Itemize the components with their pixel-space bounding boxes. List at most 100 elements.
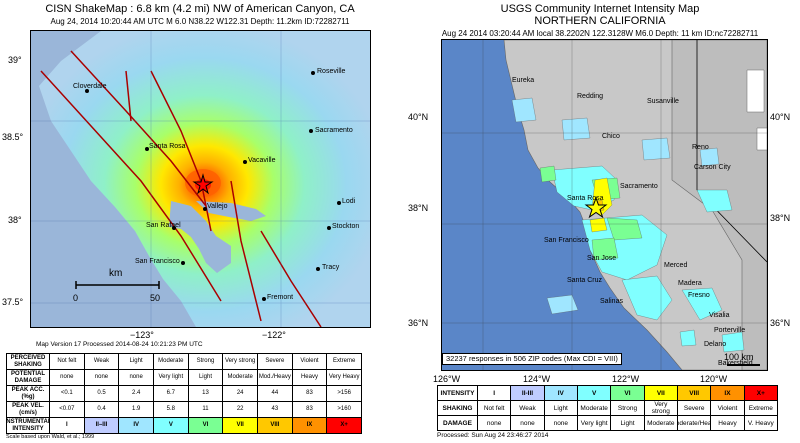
shakemap-map[interactable]: Cloverdale Roseville Sacramento Santa Ro… — [30, 30, 371, 328]
shakemap-legend-intensity-cell: I — [50, 418, 85, 434]
dyfi-legend-damage-cell: none — [511, 416, 545, 431]
shakemap-legend-peak-vel-cell: 1.9 — [119, 402, 154, 418]
dyfi-legend-damage-cell: V. Heavy — [744, 416, 778, 431]
shakemap-legend-shaking-cell: Severe — [258, 354, 293, 370]
dyfi-processed-note: Processed: Sun Aug 24 23:46:27 2014 — [437, 432, 549, 439]
dyfi-legend-shaking-cell: Violent — [711, 401, 745, 416]
shakemap-lat-38-5: 38.5° — [2, 132, 24, 142]
shakemap-legend-peak-acc-cell: >156 — [327, 386, 362, 402]
dyfi-legend-damage-cell: Moderate/Heavy — [678, 416, 712, 431]
dyfi-map[interactable]: Eureka Redding Susanville Chico Reno Car… — [441, 39, 768, 371]
dyfi-legend-intensity-cell: V — [578, 386, 612, 401]
city-san-francisco: San Francisco — [135, 258, 180, 265]
city-cloverdale: Cloverdale — [73, 83, 107, 90]
shakemap-legend-damage-cell: none — [84, 370, 120, 386]
dyfi-legend-damage-cell: none — [544, 416, 578, 431]
shakemap-legend-peak-acc-cell: 13 — [188, 386, 224, 402]
shakemap-legend-peak-acc-cell: 83 — [292, 386, 328, 402]
dyfi-title-line1: USGS Community Internet Intensity Map — [500, 3, 700, 15]
dyfi-legend-intensity-cell: II-III — [511, 386, 545, 401]
dyfi-city-susanville: Susanville — [647, 98, 679, 105]
shakemap-legend-shaking-cell: Light — [119, 354, 154, 370]
dyfi-lon-122: 122°W — [612, 374, 640, 384]
shakemap-legend-damage-cell: Very light — [154, 370, 189, 386]
shakemap-legend-intensity-cell: V — [154, 418, 189, 434]
shakemap-legend-peak-vel-cell: 5.8 — [154, 402, 189, 418]
dyfi-lat-left-40: 40°N — [408, 112, 429, 122]
dyfi-legend-shaking-cell: Extreme — [744, 401, 778, 416]
city-fremont: Fremont — [267, 294, 294, 301]
dyfi-city-eureka: Eureka — [512, 77, 535, 84]
shakemap-legend-peak-vel-cell: 83 — [292, 402, 328, 418]
dyfi-lat-left-36: 36°N — [408, 318, 429, 328]
shakemap-legend-footnote: Scale based upon Wald, et al.; 1999 — [6, 434, 95, 440]
dyfi-legend-header-intensity: INTENSITY — [438, 386, 478, 401]
shakemap-legend-header-peak-vel: PEAK VEL.(cm/s) — [7, 402, 50, 418]
shakemap-legend-damage-cell: Very Heavy — [327, 370, 362, 386]
shakemap-lon-123: −123° — [130, 330, 154, 340]
dyfi-city-delano: Delano — [704, 341, 727, 348]
shakemap-legend-intensity-cell: VIII — [258, 418, 293, 434]
shakemap-legend-shaking-cell: Moderate — [154, 354, 189, 370]
dyfi-lat-right-36: 36°N — [770, 318, 791, 328]
shakemap-legend-intensity-cell: IX — [292, 418, 328, 434]
city-vacaville: Vacaville — [248, 157, 276, 164]
shakemap-scale-tick-0: 0 — [73, 293, 79, 303]
shakemap-version-note: Map Version 17 Processed 2014-08-24 10:2… — [36, 341, 203, 348]
dyfi-legend-shaking-cell: Not felt — [478, 401, 512, 416]
city-sacramento: Sacramento — [315, 127, 353, 134]
dyfi-legend-header-shaking: SHAKING — [438, 401, 478, 416]
dyfi-legend-intensity-cell: I — [478, 386, 512, 401]
dyfi-legend-intensity-cell: VI — [611, 386, 645, 401]
dyfi-city-merced: Merced — [664, 262, 688, 269]
dyfi-lon-124: 124°W — [523, 374, 551, 384]
dyfi-legend-intensity-cell: VIII — [678, 386, 712, 401]
shakemap-legend-damage-cell: Light — [188, 370, 224, 386]
dyfi-lat-left-38: 38°N — [408, 203, 429, 213]
shakemap-legend-peak-acc-cell: 24 — [223, 386, 258, 402]
dyfi-city-madera: Madera — [678, 280, 702, 287]
dyfi-lon-120: 120°W — [700, 374, 728, 384]
dyfi-legend-intensity-cell: X+ — [744, 386, 778, 401]
shakemap-legend-damage-cell: none — [50, 370, 85, 386]
shakemap-scale-bar — [75, 281, 160, 289]
shakemap-panel: CISN ShakeMap : 6.8 km (4.2 mi) NW of Am… — [2, 3, 371, 440]
shakemap-legend-peak-vel-cell: 22 — [223, 402, 258, 418]
dyfi-lat-right-38: 38°N — [770, 213, 791, 223]
shakemap-legend-peak-acc-cell: <0.1 — [50, 386, 85, 402]
dyfi-legend-shaking-cell: Severe — [678, 401, 712, 416]
dyfi-epicenter-star-icon — [584, 196, 608, 219]
shakemap-legend-intensity-cell: X+ — [327, 418, 362, 434]
shakemap-legend-intensity-cell: VI — [188, 418, 224, 434]
dyfi-legend-intensity-cell: VII — [644, 386, 678, 401]
city-san-rafael: San Rafael — [146, 222, 181, 229]
dyfi-legend-header-damage: DAMAGE — [438, 416, 478, 431]
shakemap-lat-37-5: 37.5° — [2, 297, 24, 307]
shakemap-legend-shaking-cell: Strong — [188, 354, 224, 370]
dyfi-lon-126: 126°W — [433, 374, 461, 384]
city-santa-rosa: Santa Rosa — [149, 143, 186, 150]
dyfi-legend-damage-cell: none — [478, 416, 512, 431]
shakemap-legend-table: PERCEIVED SHAKING Not felt Weak Light Modera… — [6, 353, 362, 434]
dyfi-panel: USGS Community Internet Intensity Map NO… — [400, 0, 800, 443]
dyfi-legend-intensity-cell: IV — [544, 386, 578, 401]
dyfi-city-fresno: Fresno — [688, 292, 710, 299]
shakemap-lat-39: 39° — [8, 55, 22, 65]
epicenter-star-icon — [192, 173, 214, 195]
shakemap-legend-shaking-cell: Very strong — [223, 354, 258, 370]
dyfi-legend-damage-cell: Moderate — [644, 416, 678, 431]
dyfi-legend-shaking-cell: Light — [544, 401, 578, 416]
city-stockton: Stockton — [332, 223, 360, 230]
dyfi-city-san-francisco: San Francisco — [544, 237, 589, 244]
dyfi-city-carson-city: Carson City — [694, 164, 731, 171]
shakemap-legend-intensity-cell: IV — [119, 418, 154, 434]
shakemap-legend-intensity-cell: VII — [223, 418, 258, 434]
shakemap-lat-38: 38° — [8, 215, 22, 225]
dyfi-legend-shaking-cell: Strong — [611, 401, 645, 416]
shakemap-legend-header-shaking: PERCEIVED SHAKING — [7, 354, 50, 370]
shakemap-legend-damage-cell: Moderate — [223, 370, 258, 386]
shakemap-subtitle: Aug 24, 2014 10:20:44 AM UTC M 6.0 N38.2… — [50, 17, 350, 26]
city-lodi: Lodi — [342, 198, 356, 205]
shakemap-lon-122: −122° — [262, 330, 286, 340]
dyfi-city-bakersfield: Bakersfield — [718, 360, 753, 367]
